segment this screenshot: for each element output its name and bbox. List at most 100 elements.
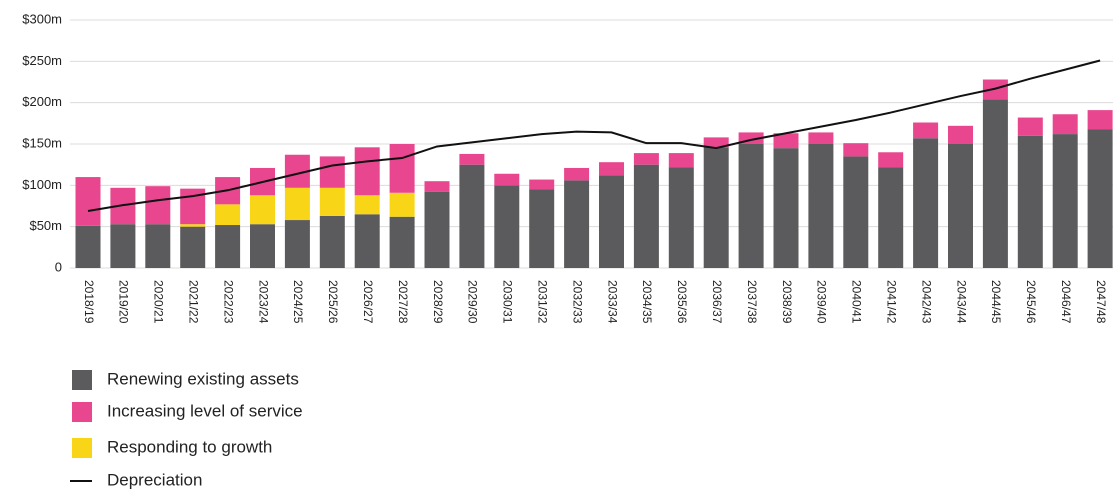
bar-segment xyxy=(494,185,520,268)
bar-segment xyxy=(494,173,520,186)
bar-segment xyxy=(284,187,310,221)
legend-label: Increasing level of service xyxy=(107,401,303,420)
bar-segment xyxy=(599,175,624,268)
x-tick-label: 2034/35 xyxy=(640,280,654,324)
bar-segment xyxy=(808,132,834,144)
legend-label: Depreciation xyxy=(107,470,202,489)
bar-segment xyxy=(1087,129,1113,268)
x-tick-label: 2024/25 xyxy=(291,280,305,324)
bar-segment xyxy=(738,132,764,144)
y-tick-label: $300m xyxy=(22,11,62,26)
bar-segment xyxy=(982,99,1008,268)
x-tick-label: 2037/38 xyxy=(745,280,759,324)
bar-segment xyxy=(459,153,485,165)
x-tick-label: 2027/28 xyxy=(396,280,410,324)
y-tick-label: $50m xyxy=(29,218,62,233)
legend-label: Renewing existing assets xyxy=(107,369,299,388)
bar-segment xyxy=(529,179,555,190)
x-tick-label: 2023/24 xyxy=(256,280,270,324)
x-tick-label: 2041/42 xyxy=(885,280,899,324)
bar-segment xyxy=(668,167,694,268)
bar-segment xyxy=(913,138,939,268)
bar-segment xyxy=(75,177,101,226)
bar-segment xyxy=(424,191,450,268)
x-tick-label: 2029/30 xyxy=(466,280,480,324)
x-tick-label: 2044/45 xyxy=(989,280,1003,324)
bar-segment xyxy=(389,192,415,217)
bar-segment xyxy=(808,144,834,268)
legend-swatch xyxy=(72,370,92,390)
bar-segment xyxy=(1017,117,1043,136)
bar-segment xyxy=(913,122,939,139)
x-tick-label: 2043/44 xyxy=(954,280,968,324)
line xyxy=(87,59,1101,212)
bar-segment xyxy=(564,180,590,268)
x-tick-label: 2036/37 xyxy=(710,280,724,324)
bar-segment xyxy=(354,195,380,215)
bar-segment xyxy=(459,164,485,268)
bar-segment xyxy=(389,216,415,268)
x-tick-label: 2021/22 xyxy=(187,280,201,324)
x-tick-label: 2045/46 xyxy=(1024,280,1038,324)
bar-segment xyxy=(180,224,206,227)
bar-segment xyxy=(878,167,904,268)
bar-segment xyxy=(529,189,555,268)
bar-segment xyxy=(703,137,729,148)
x-tick-label: 2047/48 xyxy=(1094,280,1108,324)
legend-label: Responding to growth xyxy=(107,437,272,456)
bar-segment xyxy=(250,224,275,268)
x-tick-label: 2028/29 xyxy=(431,280,445,324)
bar-segment xyxy=(319,187,345,216)
bar-segment xyxy=(1087,110,1113,130)
y-tick-label: $250m xyxy=(22,53,62,68)
bar-segment xyxy=(633,153,659,165)
bar-segment xyxy=(1017,135,1043,268)
bar-segment xyxy=(633,164,659,268)
x-tick-label: 2038/39 xyxy=(780,280,794,324)
x-tick-label: 2032/33 xyxy=(570,280,584,324)
bar-segment xyxy=(284,220,310,268)
bar-segment xyxy=(1052,134,1078,268)
x-tick-label: 2040/41 xyxy=(850,280,864,324)
bar-segment xyxy=(564,167,590,181)
bar-segment xyxy=(738,144,764,268)
bar-segment xyxy=(878,152,904,168)
bar-segment xyxy=(215,225,241,268)
x-tick-label: 2026/27 xyxy=(361,280,375,324)
x-tick-label: 2022/23 xyxy=(221,280,235,324)
x-tick-label: 2042/43 xyxy=(919,280,933,324)
legend-swatch xyxy=(72,438,92,458)
bar-segment xyxy=(948,144,973,268)
x-tick-label: 2039/40 xyxy=(815,280,829,324)
bar-segment xyxy=(110,224,136,268)
y-tick-label: $200m xyxy=(22,94,62,109)
x-tick-label: 2020/21 xyxy=(152,280,166,324)
bar-segment xyxy=(773,148,799,268)
x-tick-label: 2046/47 xyxy=(1059,280,1073,324)
bar-segment xyxy=(843,143,869,157)
bar-segment xyxy=(773,133,799,149)
y-tick-label: 0 xyxy=(55,259,62,274)
bar-segment xyxy=(354,214,380,268)
bar-segment xyxy=(145,224,171,268)
bar-segment xyxy=(948,125,973,144)
x-tick-label: 2033/34 xyxy=(605,280,619,324)
bar-segment xyxy=(389,144,415,193)
bar-segment xyxy=(75,225,101,268)
bar-segment xyxy=(668,153,694,168)
bar-segment xyxy=(250,195,275,225)
x-tick-label: 2031/32 xyxy=(536,280,550,324)
bar-segment xyxy=(843,156,869,268)
bar-segment xyxy=(354,147,380,196)
x-tick-label: 2035/36 xyxy=(675,280,689,324)
x-tick-label: 2030/31 xyxy=(501,280,515,324)
bar-segment xyxy=(319,156,345,188)
legend-swatch xyxy=(72,402,92,422)
bar-segment xyxy=(703,147,729,268)
bar-segment xyxy=(424,181,450,192)
bar-segment xyxy=(1052,114,1078,135)
y-tick-label: $150m xyxy=(22,135,62,150)
x-tick-label: 2018/19 xyxy=(82,280,96,324)
bar-segment xyxy=(215,204,241,226)
